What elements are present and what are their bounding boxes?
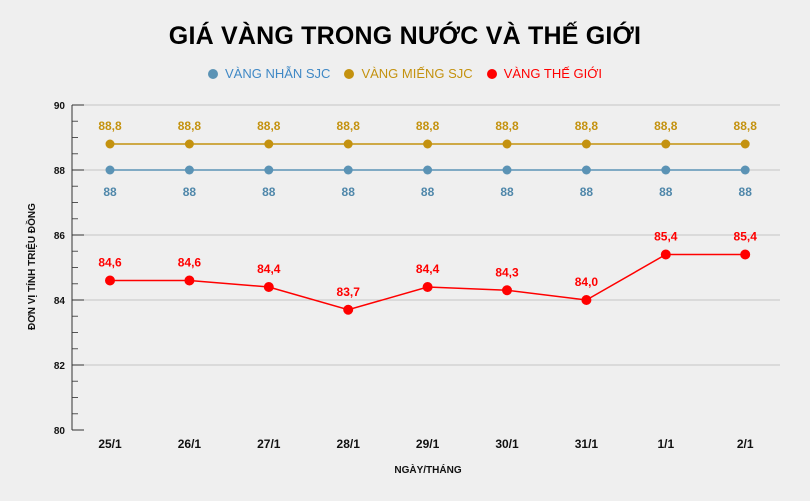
legend-marker-icon [344, 68, 355, 79]
data-label: 88 [580, 185, 594, 199]
data-point [184, 165, 194, 175]
data-label: 85,4 [654, 230, 678, 244]
data-label: 88 [103, 185, 117, 199]
data-point [263, 282, 274, 292]
x-tick-label: 28/1 [337, 437, 361, 451]
data-label: 88 [342, 185, 356, 199]
data-label: 88 [659, 185, 673, 199]
y-axis-title: ĐƠN VỊ TÍNH TRIỆU ĐỒNG [25, 203, 38, 330]
data-label: 84,0 [575, 275, 599, 289]
legend-label: VÀNG NHẪN SJC [224, 66, 331, 81]
data-point [581, 165, 591, 175]
y-tick-label: 84 [54, 296, 66, 307]
data-label: 85,4 [734, 230, 758, 244]
data-label: 88 [183, 185, 197, 199]
data-label: 88 [262, 185, 276, 199]
data-label: 88,8 [98, 119, 122, 133]
data-point [343, 165, 353, 175]
data-point [105, 275, 115, 286]
data-label: 84,4 [416, 262, 440, 276]
legend-item-vang-mieng-sjc: VÀNG MIẾNG SJC [344, 66, 473, 81]
data-point [184, 275, 195, 286]
data-label: 88,8 [178, 119, 202, 133]
x-tick-label: 30/1 [495, 437, 519, 451]
data-point [740, 139, 750, 149]
data-point [661, 139, 671, 149]
data-label: 88 [421, 185, 435, 199]
data-label: 88,8 [337, 119, 361, 133]
y-tick-label: 82 [54, 361, 66, 372]
data-label: 83,7 [337, 285, 361, 299]
data-point [740, 249, 751, 260]
x-axis-title: NGÀY/THÁNG [394, 463, 461, 476]
data-point [502, 165, 512, 175]
data-label: 88,8 [416, 119, 440, 133]
data-point [740, 165, 750, 175]
chart-title: GIÁ VÀNG TRONG NƯỚC VÀ THẾ GIỚI [168, 22, 642, 50]
x-tick-label: 2/1 [737, 437, 754, 451]
y-tick-label: 80 [54, 426, 66, 437]
data-label: 88 [739, 185, 753, 199]
legend: VÀNG NHẪN SJC VÀNG MIẾNG SJC VÀNG THẾ GI… [0, 66, 810, 81]
data-point [423, 165, 433, 175]
data-point [502, 285, 512, 296]
y-tick-label: 88 [54, 166, 66, 177]
legend-item-vang-the-gioi: VÀNG THẾ GIỚI [486, 66, 603, 81]
data-label: 88,8 [575, 119, 599, 133]
data-label: 88 [500, 185, 514, 199]
data-point [184, 139, 194, 149]
data-point [264, 139, 274, 149]
data-point [502, 139, 512, 149]
y-tick-label: 90 [54, 101, 66, 112]
x-tick-label: 27/1 [257, 437, 281, 451]
legend-label: VÀNG THẾ GIỚI [503, 66, 603, 81]
data-point [343, 304, 354, 315]
data-label: 88,8 [734, 119, 758, 133]
data-point [105, 165, 115, 175]
x-tick-label: 25/1 [98, 437, 122, 451]
data-label: 84,6 [98, 256, 122, 270]
data-point [105, 139, 115, 149]
data-label: 84,4 [257, 262, 281, 276]
data-label: 88,8 [654, 119, 678, 133]
data-point [422, 282, 433, 292]
data-point [343, 139, 353, 149]
data-label: 84,3 [495, 265, 519, 279]
data-label: 84,6 [178, 256, 202, 270]
data-point [264, 165, 274, 175]
y-tick-label: 86 [54, 231, 66, 242]
x-tick-label: 31/1 [575, 437, 599, 451]
data-label: 88,8 [495, 119, 519, 133]
data-point [661, 165, 671, 175]
data-point [581, 295, 592, 305]
data-point [660, 249, 671, 260]
x-tick-label: 29/1 [416, 437, 440, 451]
x-tick-label: 1/1 [657, 437, 674, 451]
legend-marker-icon [207, 68, 218, 79]
x-tick-label: 26/1 [178, 437, 202, 451]
legend-item-vang-nhan-sjc: VÀNG NHẪN SJC [207, 66, 331, 81]
data-label: 88,8 [257, 119, 281, 133]
data-point [423, 139, 433, 149]
legend-marker-icon [486, 68, 497, 79]
data-point [581, 139, 591, 149]
legend-label: VÀNG MIẾNG SJC [361, 66, 473, 81]
